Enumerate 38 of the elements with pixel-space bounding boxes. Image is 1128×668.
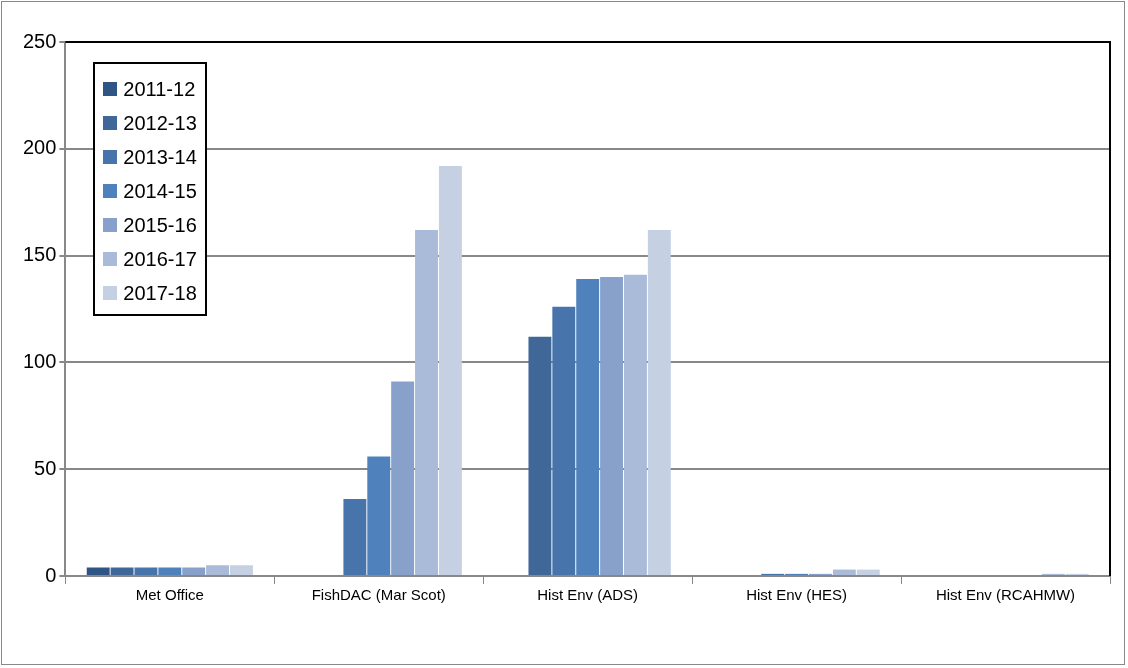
bar	[182, 567, 206, 575]
bar	[206, 565, 230, 575]
legend-label: 2016-17	[123, 247, 197, 271]
bar	[832, 569, 856, 575]
y-tick-label: 250	[22, 29, 57, 52]
legend-label: 2012-13	[123, 111, 197, 135]
bar	[528, 336, 552, 575]
x-tick-label: Met Office	[135, 586, 204, 604]
y-tick-label: 150	[22, 243, 57, 266]
bar	[415, 229, 438, 575]
bar	[552, 306, 576, 575]
y-tick-label: 0	[45, 563, 57, 586]
bar	[856, 569, 880, 575]
x-tick-label: Hist Env (ADS)	[537, 586, 639, 604]
legend-label: 2011-12	[123, 77, 196, 101]
bar	[647, 229, 671, 575]
bar	[343, 499, 367, 575]
bar	[110, 567, 134, 575]
bar	[438, 165, 462, 575]
bar	[367, 456, 391, 575]
x-tick-label: Hist Env (HES)	[746, 586, 848, 604]
x-tick-label: FishDAC (Mar Scot)	[311, 586, 446, 604]
legend-label: 2013-14	[123, 145, 197, 169]
bar	[600, 276, 624, 575]
bar	[134, 567, 158, 575]
legend-label: 2015-16	[123, 213, 197, 237]
y-tick-label: 200	[22, 136, 57, 159]
y-tick-label: 100	[22, 349, 57, 372]
y-tick-label: 50	[34, 456, 57, 479]
bar	[230, 565, 253, 575]
legend-label: 2014-15	[123, 179, 197, 203]
bar	[86, 567, 110, 575]
bar	[391, 381, 415, 575]
bar	[623, 274, 647, 575]
legend-label: 2017-18	[123, 281, 197, 305]
bar	[576, 279, 600, 575]
x-tick-label: Hist Env (RCAHMW)	[935, 586, 1076, 604]
bar	[158, 567, 182, 575]
